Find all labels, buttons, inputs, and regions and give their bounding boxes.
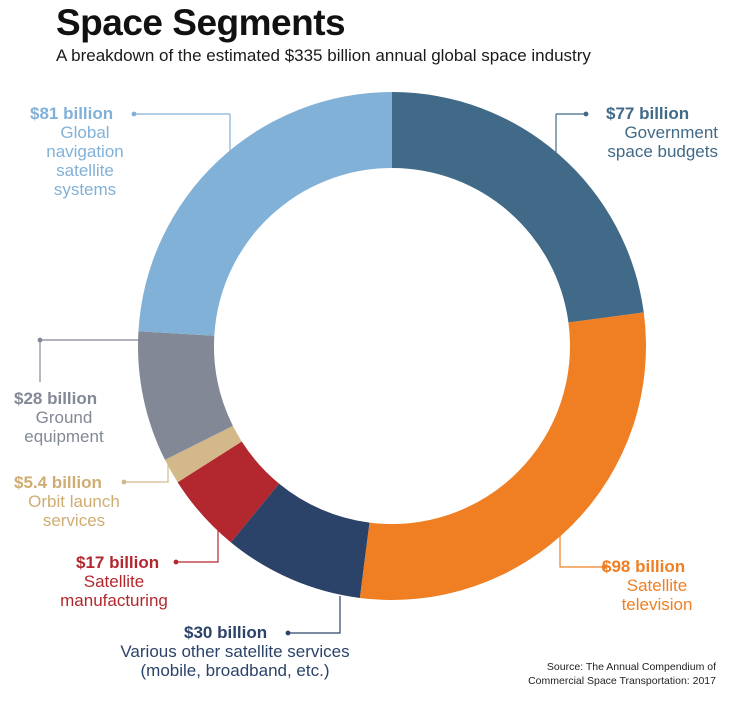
slice-government-space-budgets (392, 92, 644, 323)
amount-label: $30 billion (184, 623, 268, 642)
leader-dot (37, 337, 43, 343)
slice-description: Satellite television (621, 576, 693, 614)
label-global-navigation: $81 billion Global navigation satellite … (30, 104, 150, 199)
leader-launch (121, 462, 169, 485)
slice-description: Ground equipment (24, 408, 104, 446)
leader-manufacturing (173, 526, 219, 565)
slice-description: Global navigation satellite systems (46, 123, 124, 199)
label-government-space-budgets: $77 billion Government space budgets (588, 104, 728, 161)
leader-other-services (285, 596, 341, 636)
leader-government (555, 111, 589, 172)
slice-description: Government space budgets (607, 123, 718, 161)
label-other-satellite-services: $30 billion Various other satellite serv… (100, 623, 370, 680)
slice-orbit-launch-services (164, 425, 242, 483)
leader-dot (131, 111, 137, 117)
leader-dot (583, 111, 589, 117)
slice-other-satellite-services (230, 483, 370, 598)
leader-dot (601, 564, 607, 570)
amount-label: $28 billion (14, 389, 98, 408)
chart-subtitle: A breakdown of the estimated $335 billio… (56, 46, 591, 65)
leader-navigation (131, 111, 231, 152)
leader-dot (285, 630, 291, 636)
leader-dot (121, 479, 127, 485)
slice-description: Orbit launch services (28, 492, 120, 530)
label-satellite-television: $98 billion Satellite television (602, 557, 712, 614)
amount-label: $98 billion (602, 557, 686, 576)
amount-label: $5.4 billion (14, 473, 102, 492)
label-orbit-launch-services: $5.4 billion Orbit launch services (14, 473, 154, 530)
label-satellite-manufacturing: $17 billion Satellite manufacturing (40, 553, 188, 610)
slice-ground-equipment (138, 331, 233, 460)
slice-satellite-television (359, 312, 646, 600)
chart-title: Space Segments (56, 2, 346, 43)
leader-dot (173, 559, 179, 565)
slice-description: Satellite manufacturing (60, 572, 168, 610)
slice-global-navigation (138, 91, 392, 336)
amount-label: $17 billion (76, 553, 160, 572)
amount-label: $77 billion (606, 104, 690, 123)
slice-description: Various other satellite services (mobile… (120, 642, 350, 680)
label-ground-equipment: $28 billion Ground equipment (14, 389, 144, 446)
amount-label: $81 billion (30, 104, 114, 123)
leader-ground (37, 337, 144, 382)
source-note: Source: The Annual Compendium of Commerc… (528, 661, 716, 687)
leader-television (559, 534, 607, 570)
slice-satellite-manufacturing (177, 441, 280, 543)
